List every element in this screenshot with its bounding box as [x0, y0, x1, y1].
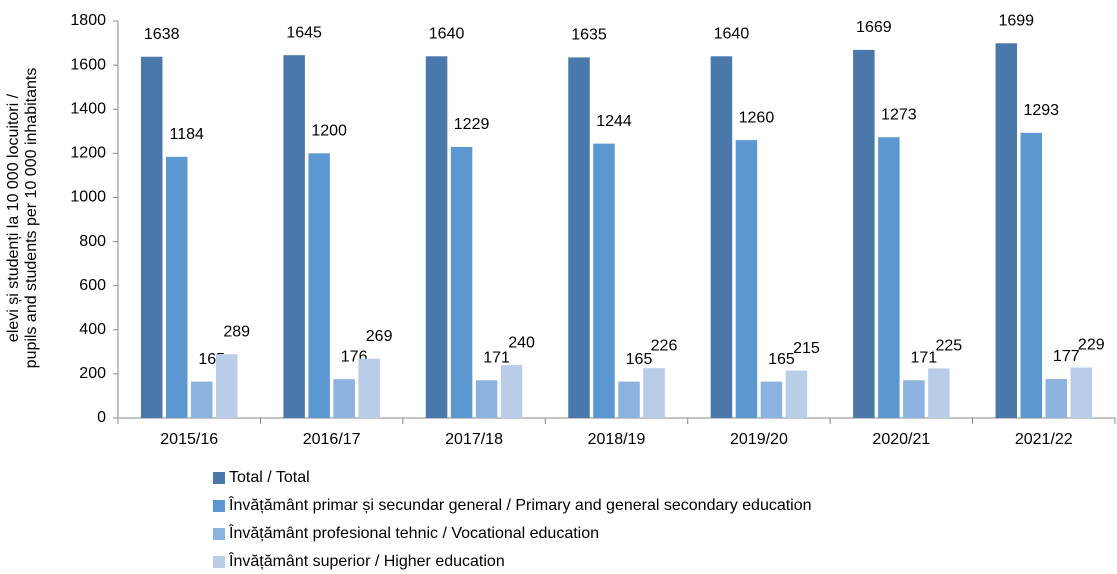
bar [475, 380, 498, 418]
y-tick-label: 1800 [70, 12, 106, 29]
value-label: 229 [1078, 337, 1105, 354]
bar [215, 354, 238, 418]
value-label: 171 [911, 350, 938, 367]
value-label: 1645 [286, 24, 322, 41]
bar [1045, 378, 1068, 418]
legend-label: Total / Total [229, 469, 310, 486]
value-label: 165 [768, 351, 795, 368]
bar [190, 381, 213, 418]
bar [358, 358, 380, 418]
y-axis-label: elevi și studenți la 10 000 locuitori / … [5, 68, 40, 369]
bar [903, 380, 925, 418]
value-label: 269 [366, 328, 393, 345]
value-label: 215 [793, 340, 820, 357]
bar [785, 370, 808, 418]
bar [710, 56, 733, 419]
bar [140, 56, 163, 418]
bar [425, 56, 448, 419]
bar [995, 43, 1018, 418]
value-label: 240 [508, 334, 535, 351]
bar [165, 156, 188, 418]
bar [853, 49, 875, 419]
legend-label: Învățământ superior / Higher education [228, 551, 505, 570]
y-tick-label: 800 [79, 233, 106, 250]
value-label: 1229 [454, 116, 490, 133]
legend-swatch [213, 472, 225, 484]
y-label-line: pupils and students per 10 000 inhabitan… [23, 68, 40, 369]
legend-swatch [213, 500, 225, 512]
bar [593, 143, 615, 418]
value-label: 1244 [596, 113, 632, 130]
value-label: 1635 [571, 27, 607, 44]
value-label: 289 [223, 323, 250, 340]
legend-swatch [213, 528, 225, 540]
value-label: 177 [1053, 348, 1080, 365]
value-label: 225 [936, 338, 963, 355]
bar [643, 368, 665, 418]
value-label: 1640 [714, 26, 750, 43]
bar [1020, 132, 1043, 419]
value-label: 1260 [739, 109, 775, 126]
value-label: 1184 [170, 126, 205, 143]
value-label: 1699 [998, 12, 1034, 29]
y-tick-label: 600 [79, 277, 106, 294]
legend-swatch [213, 556, 225, 568]
bar [1070, 367, 1093, 418]
x-tick-label: 2017/18 [445, 431, 503, 448]
x-tick-label: 2020/21 [872, 431, 930, 448]
bar [928, 368, 950, 418]
bar [308, 153, 330, 419]
x-tick-label: 2021/22 [1015, 431, 1073, 448]
value-label: 1273 [881, 106, 917, 123]
value-label: 171 [483, 350, 510, 367]
bar [735, 140, 758, 418]
bar [333, 379, 355, 418]
x-tick-label: 2018/19 [588, 431, 646, 448]
bar [618, 381, 640, 418]
x-tick-label: 2015/16 [160, 431, 218, 448]
y-tick-label: 400 [79, 321, 106, 338]
bar [500, 365, 523, 418]
y-label-line: elevi și studenți la 10 000 locuitori / [5, 93, 22, 342]
y-tick-label: 200 [79, 365, 106, 382]
value-label: 165 [626, 351, 653, 368]
value-label: 1200 [311, 123, 347, 140]
y-tick-label: 0 [97, 409, 106, 426]
x-tick-label: 2016/17 [303, 431, 361, 448]
y-tick-label: 1600 [70, 56, 106, 73]
bar [568, 57, 590, 419]
value-label: 1669 [856, 19, 892, 36]
y-tick-label: 1400 [70, 100, 106, 117]
value-label: 1293 [1023, 102, 1059, 119]
legend-label: Învățământ primar și secundar general / … [228, 495, 812, 514]
x-tick-label: 2019/20 [730, 431, 788, 448]
bar [878, 137, 900, 418]
y-tick-label: 1200 [70, 145, 106, 162]
value-label: 1640 [429, 26, 465, 43]
value-label: 226 [651, 337, 678, 354]
bar [283, 55, 305, 419]
y-tick-label: 1000 [70, 189, 106, 206]
bar [760, 381, 783, 418]
bar [450, 146, 473, 418]
value-label: 1638 [144, 26, 180, 43]
legend-label: Învățământ profesional tehnic / Vocation… [228, 523, 599, 542]
